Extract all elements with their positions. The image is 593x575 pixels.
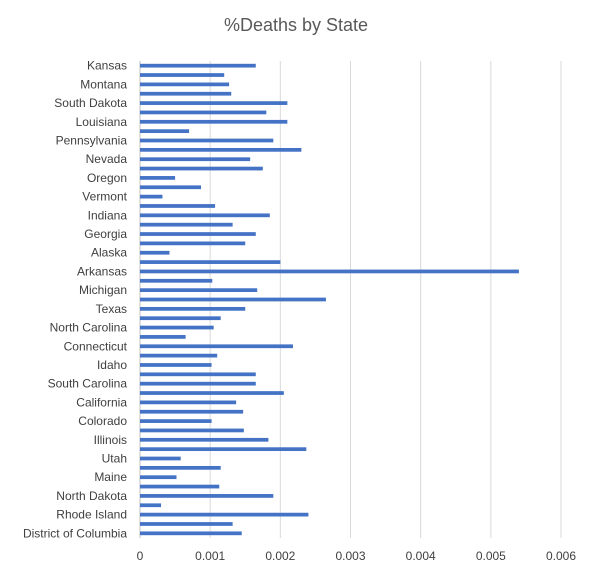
bar bbox=[140, 522, 233, 526]
x-tick-label: 0 bbox=[137, 549, 144, 563]
bar bbox=[140, 91, 232, 96]
category-label: Louisiana bbox=[76, 115, 128, 129]
category-label: Georgia bbox=[84, 227, 127, 241]
category-label: District of Columbia bbox=[23, 526, 127, 540]
category-label: South Dakota bbox=[54, 96, 127, 110]
bar bbox=[140, 73, 225, 77]
bar bbox=[140, 372, 256, 377]
category-label: North Carolina bbox=[50, 321, 128, 335]
bar bbox=[140, 147, 302, 152]
bar bbox=[140, 419, 212, 423]
bar bbox=[140, 456, 181, 461]
category-label: Utah bbox=[102, 452, 127, 466]
bar bbox=[140, 250, 170, 255]
bar bbox=[140, 512, 309, 517]
bar bbox=[140, 129, 190, 134]
category-label: South Carolina bbox=[48, 377, 128, 391]
bar bbox=[140, 194, 163, 199]
bar bbox=[140, 232, 256, 236]
bar bbox=[140, 447, 307, 452]
category-label: Idaho bbox=[97, 358, 127, 372]
category-label: Alaska bbox=[91, 246, 127, 260]
bar bbox=[140, 409, 244, 414]
bar bbox=[140, 484, 220, 489]
bar bbox=[140, 475, 177, 480]
bar bbox=[140, 213, 270, 218]
category-label: Illinois bbox=[94, 433, 127, 447]
bar bbox=[140, 503, 162, 508]
x-tick-label: 0.004 bbox=[406, 549, 436, 563]
bar bbox=[140, 531, 242, 536]
category-label: Kansas bbox=[87, 59, 127, 73]
category-label: Pennsylvania bbox=[56, 134, 128, 148]
bar bbox=[140, 344, 293, 349]
category-label: Michigan bbox=[79, 283, 127, 297]
bar bbox=[140, 363, 212, 367]
bar bbox=[140, 465, 221, 470]
bar bbox=[140, 306, 246, 311]
bar bbox=[140, 428, 244, 433]
bar bbox=[140, 400, 237, 405]
bar bbox=[140, 381, 256, 386]
bar bbox=[140, 222, 233, 227]
x-tick-label: 0.002 bbox=[265, 549, 295, 563]
bar bbox=[140, 119, 288, 124]
bar bbox=[140, 297, 326, 302]
bar bbox=[140, 157, 251, 162]
x-tick-label: 0.006 bbox=[546, 549, 576, 563]
category-label: Oregon bbox=[87, 171, 127, 185]
bar bbox=[140, 166, 263, 171]
bar bbox=[140, 138, 274, 143]
category-label: Texas bbox=[96, 302, 127, 316]
bar bbox=[140, 241, 246, 246]
bar bbox=[140, 176, 176, 180]
bar bbox=[140, 260, 281, 264]
category-label: California bbox=[76, 395, 127, 409]
category-label: Nevada bbox=[86, 152, 128, 166]
chart-title: %Deaths by State bbox=[224, 15, 368, 35]
category-label: Montana bbox=[80, 77, 127, 91]
category-labels: Kansas Montana South Dakota Louisiana Pennsy… bbox=[23, 59, 128, 541]
bar bbox=[140, 494, 274, 498]
bars bbox=[140, 63, 519, 536]
bar bbox=[140, 335, 186, 339]
category-label: Connecticut bbox=[64, 339, 128, 353]
bar bbox=[140, 391, 284, 395]
x-tick-label: 0.003 bbox=[335, 549, 365, 563]
x-tick-label: 0.001 bbox=[195, 549, 225, 563]
bar bbox=[140, 110, 267, 115]
category-label: North Dakota bbox=[56, 489, 127, 503]
category-label: Vermont bbox=[82, 190, 127, 204]
x-tick-label: 0.005 bbox=[476, 549, 506, 563]
category-label: Arkansas bbox=[77, 264, 127, 278]
bar bbox=[140, 204, 216, 208]
bar bbox=[140, 325, 214, 330]
bar bbox=[140, 353, 218, 358]
bar bbox=[140, 269, 519, 274]
category-label: Indiana bbox=[88, 208, 128, 222]
bar bbox=[140, 101, 288, 105]
category-label: Colorado bbox=[78, 414, 127, 428]
bar bbox=[140, 82, 230, 87]
x-axis-ticks: 0 0.001 0.002 0.003 0.004 0.005 0.006 bbox=[137, 549, 577, 563]
bar bbox=[140, 288, 258, 293]
category-label: Maine bbox=[94, 470, 127, 484]
bar bbox=[140, 185, 202, 190]
bar bbox=[140, 437, 269, 442]
bar bbox=[140, 278, 213, 283]
bar bbox=[140, 316, 221, 321]
bar bbox=[140, 63, 256, 68]
category-label: Rhode Island bbox=[56, 508, 127, 522]
